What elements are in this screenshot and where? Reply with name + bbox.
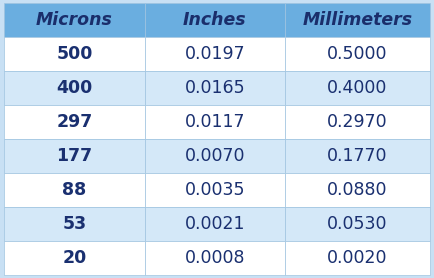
- Text: 0.1770: 0.1770: [327, 147, 388, 165]
- Bar: [145, 241, 285, 275]
- Text: 0.4000: 0.4000: [327, 79, 388, 97]
- Text: 0.0070: 0.0070: [184, 147, 245, 165]
- Bar: [145, 3, 285, 37]
- Text: 297: 297: [56, 113, 92, 131]
- Text: 0.0035: 0.0035: [184, 181, 245, 199]
- Bar: [285, 3, 430, 37]
- Text: Millimeters: Millimeters: [302, 11, 412, 29]
- Text: 400: 400: [56, 79, 92, 97]
- Text: 0.5000: 0.5000: [327, 45, 388, 63]
- Bar: [145, 173, 285, 207]
- Bar: [4, 173, 145, 207]
- Bar: [285, 105, 430, 139]
- Bar: [4, 71, 145, 105]
- Text: 0.0117: 0.0117: [184, 113, 245, 131]
- Text: 53: 53: [62, 215, 86, 233]
- Bar: [4, 207, 145, 241]
- Text: 88: 88: [62, 181, 87, 199]
- Text: 0.0008: 0.0008: [184, 249, 245, 267]
- Bar: [285, 37, 430, 71]
- Bar: [4, 105, 145, 139]
- Text: Inches: Inches: [183, 11, 247, 29]
- Bar: [145, 207, 285, 241]
- Text: 0.0197: 0.0197: [184, 45, 245, 63]
- Bar: [285, 241, 430, 275]
- Bar: [285, 207, 430, 241]
- Text: 177: 177: [56, 147, 92, 165]
- Text: 0.0880: 0.0880: [327, 181, 388, 199]
- Bar: [4, 37, 145, 71]
- Bar: [145, 105, 285, 139]
- Text: 500: 500: [56, 45, 93, 63]
- Bar: [4, 3, 145, 37]
- Text: 0.2970: 0.2970: [327, 113, 388, 131]
- Bar: [145, 71, 285, 105]
- Text: Microns: Microns: [36, 11, 113, 29]
- Text: 0.0165: 0.0165: [184, 79, 245, 97]
- Text: 0.0530: 0.0530: [327, 215, 388, 233]
- Bar: [4, 241, 145, 275]
- Text: 0.0021: 0.0021: [184, 215, 245, 233]
- Bar: [4, 139, 145, 173]
- Bar: [145, 37, 285, 71]
- Bar: [285, 139, 430, 173]
- Text: 0.0020: 0.0020: [327, 249, 388, 267]
- Bar: [285, 173, 430, 207]
- Text: 20: 20: [62, 249, 87, 267]
- Bar: [285, 71, 430, 105]
- Bar: [145, 139, 285, 173]
